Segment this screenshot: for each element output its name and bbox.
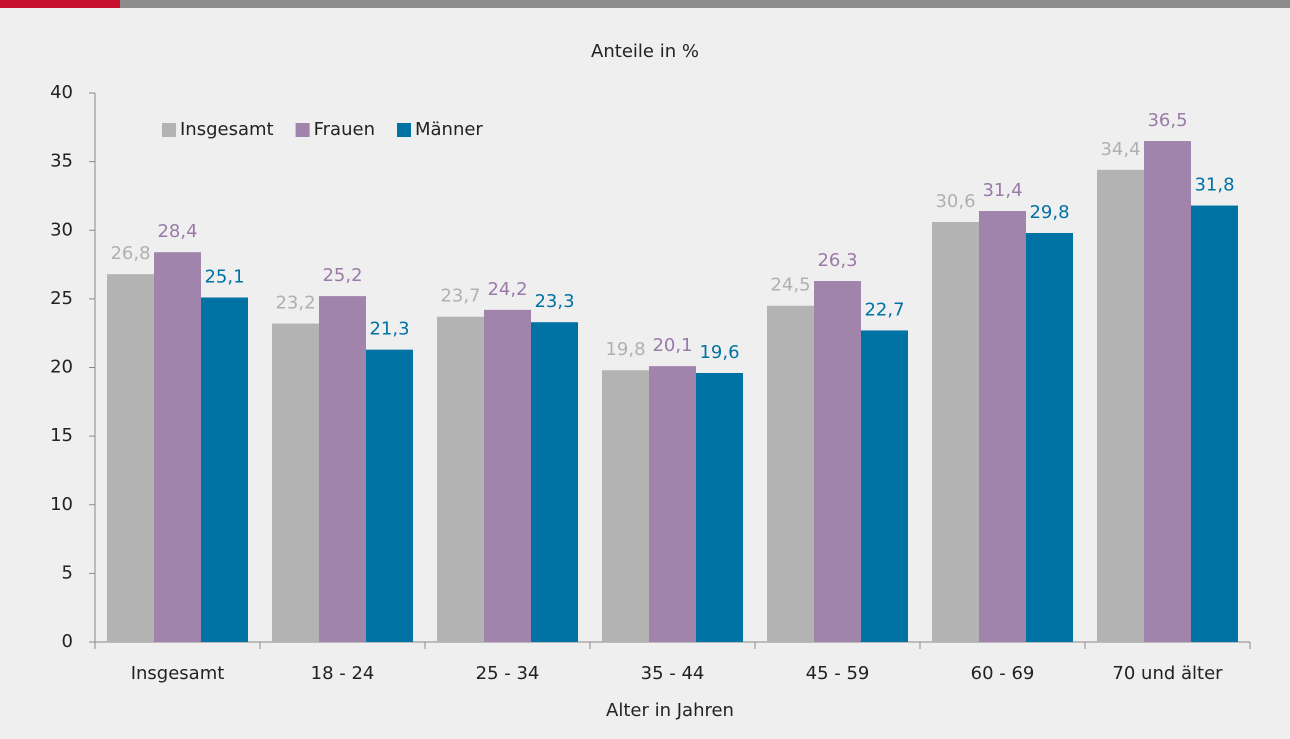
bar — [814, 281, 861, 642]
value-label: 19,6 — [699, 342, 739, 363]
y-tick-label: 30 — [50, 219, 73, 240]
bar — [1026, 232, 1073, 642]
x-tick-label: 18 - 24 — [311, 663, 375, 684]
legend-label: Männer — [415, 119, 483, 140]
value-label: 22,7 — [864, 299, 904, 320]
x-tick-label: 60 - 69 — [971, 663, 1035, 684]
bar — [154, 252, 201, 642]
y-tick-label: 10 — [50, 494, 73, 515]
y-tick-label: 15 — [50, 425, 73, 446]
bar — [531, 322, 578, 642]
y-tick-label: 40 — [50, 82, 73, 103]
legend-swatch — [396, 123, 411, 137]
value-label: 19,8 — [605, 339, 645, 360]
bar — [319, 296, 366, 642]
y-tick-label: 35 — [50, 151, 73, 172]
bar — [767, 305, 814, 642]
x-tick-label: 25 - 34 — [476, 663, 540, 684]
bar — [649, 366, 696, 642]
y-tick-label: 0 — [62, 631, 73, 652]
chart-title: Anteile in % — [591, 41, 699, 62]
value-label: 23,2 — [275, 293, 315, 314]
value-label: 26,8 — [110, 243, 150, 264]
bar — [1144, 141, 1191, 642]
value-label: 34,4 — [1100, 139, 1140, 160]
x-tick-label: 35 - 44 — [641, 663, 705, 684]
value-label: 30,6 — [935, 191, 975, 212]
y-tick-label: 25 — [50, 288, 73, 309]
value-label: 25,2 — [322, 265, 362, 286]
value-label: 26,3 — [817, 250, 857, 271]
bar — [1191, 205, 1238, 643]
value-label: 24,2 — [487, 279, 527, 300]
bar — [602, 370, 649, 642]
value-label: 24,5 — [770, 275, 810, 296]
x-axis-title: Alter in Jahren — [606, 700, 734, 721]
bar — [1097, 169, 1144, 643]
bar — [366, 349, 413, 642]
y-tick-label: 20 — [50, 357, 73, 378]
value-label: 29,8 — [1029, 202, 1069, 223]
value-label: 28,4 — [157, 221, 197, 242]
bar — [437, 316, 484, 642]
bar — [696, 372, 743, 642]
value-label: 31,4 — [982, 180, 1022, 201]
legend-swatch — [295, 123, 310, 137]
value-label: 36,5 — [1147, 110, 1187, 131]
value-label: 20,1 — [652, 335, 692, 356]
value-label: 23,3 — [534, 291, 574, 312]
x-tick-label: 45 - 59 — [806, 663, 870, 684]
bar — [201, 297, 248, 642]
value-label: 21,3 — [369, 319, 409, 340]
bar — [484, 309, 531, 642]
x-tick-label: 70 und älter — [1112, 663, 1223, 684]
bar — [272, 323, 319, 642]
bar — [979, 211, 1026, 642]
value-label: 23,7 — [440, 286, 480, 307]
value-label: 31,8 — [1194, 175, 1234, 196]
value-label: 25,1 — [204, 267, 244, 288]
bar — [932, 222, 979, 642]
legend-label: Insgesamt — [180, 119, 274, 140]
y-tick-label: 5 — [62, 562, 73, 583]
legend-label: Frauen — [314, 119, 375, 140]
bar — [107, 274, 154, 642]
bar — [861, 330, 908, 642]
top-bar-accent — [0, 0, 120, 8]
top-bar — [120, 0, 1290, 8]
x-tick-label: Insgesamt — [131, 663, 225, 684]
legend-swatch — [162, 123, 176, 137]
